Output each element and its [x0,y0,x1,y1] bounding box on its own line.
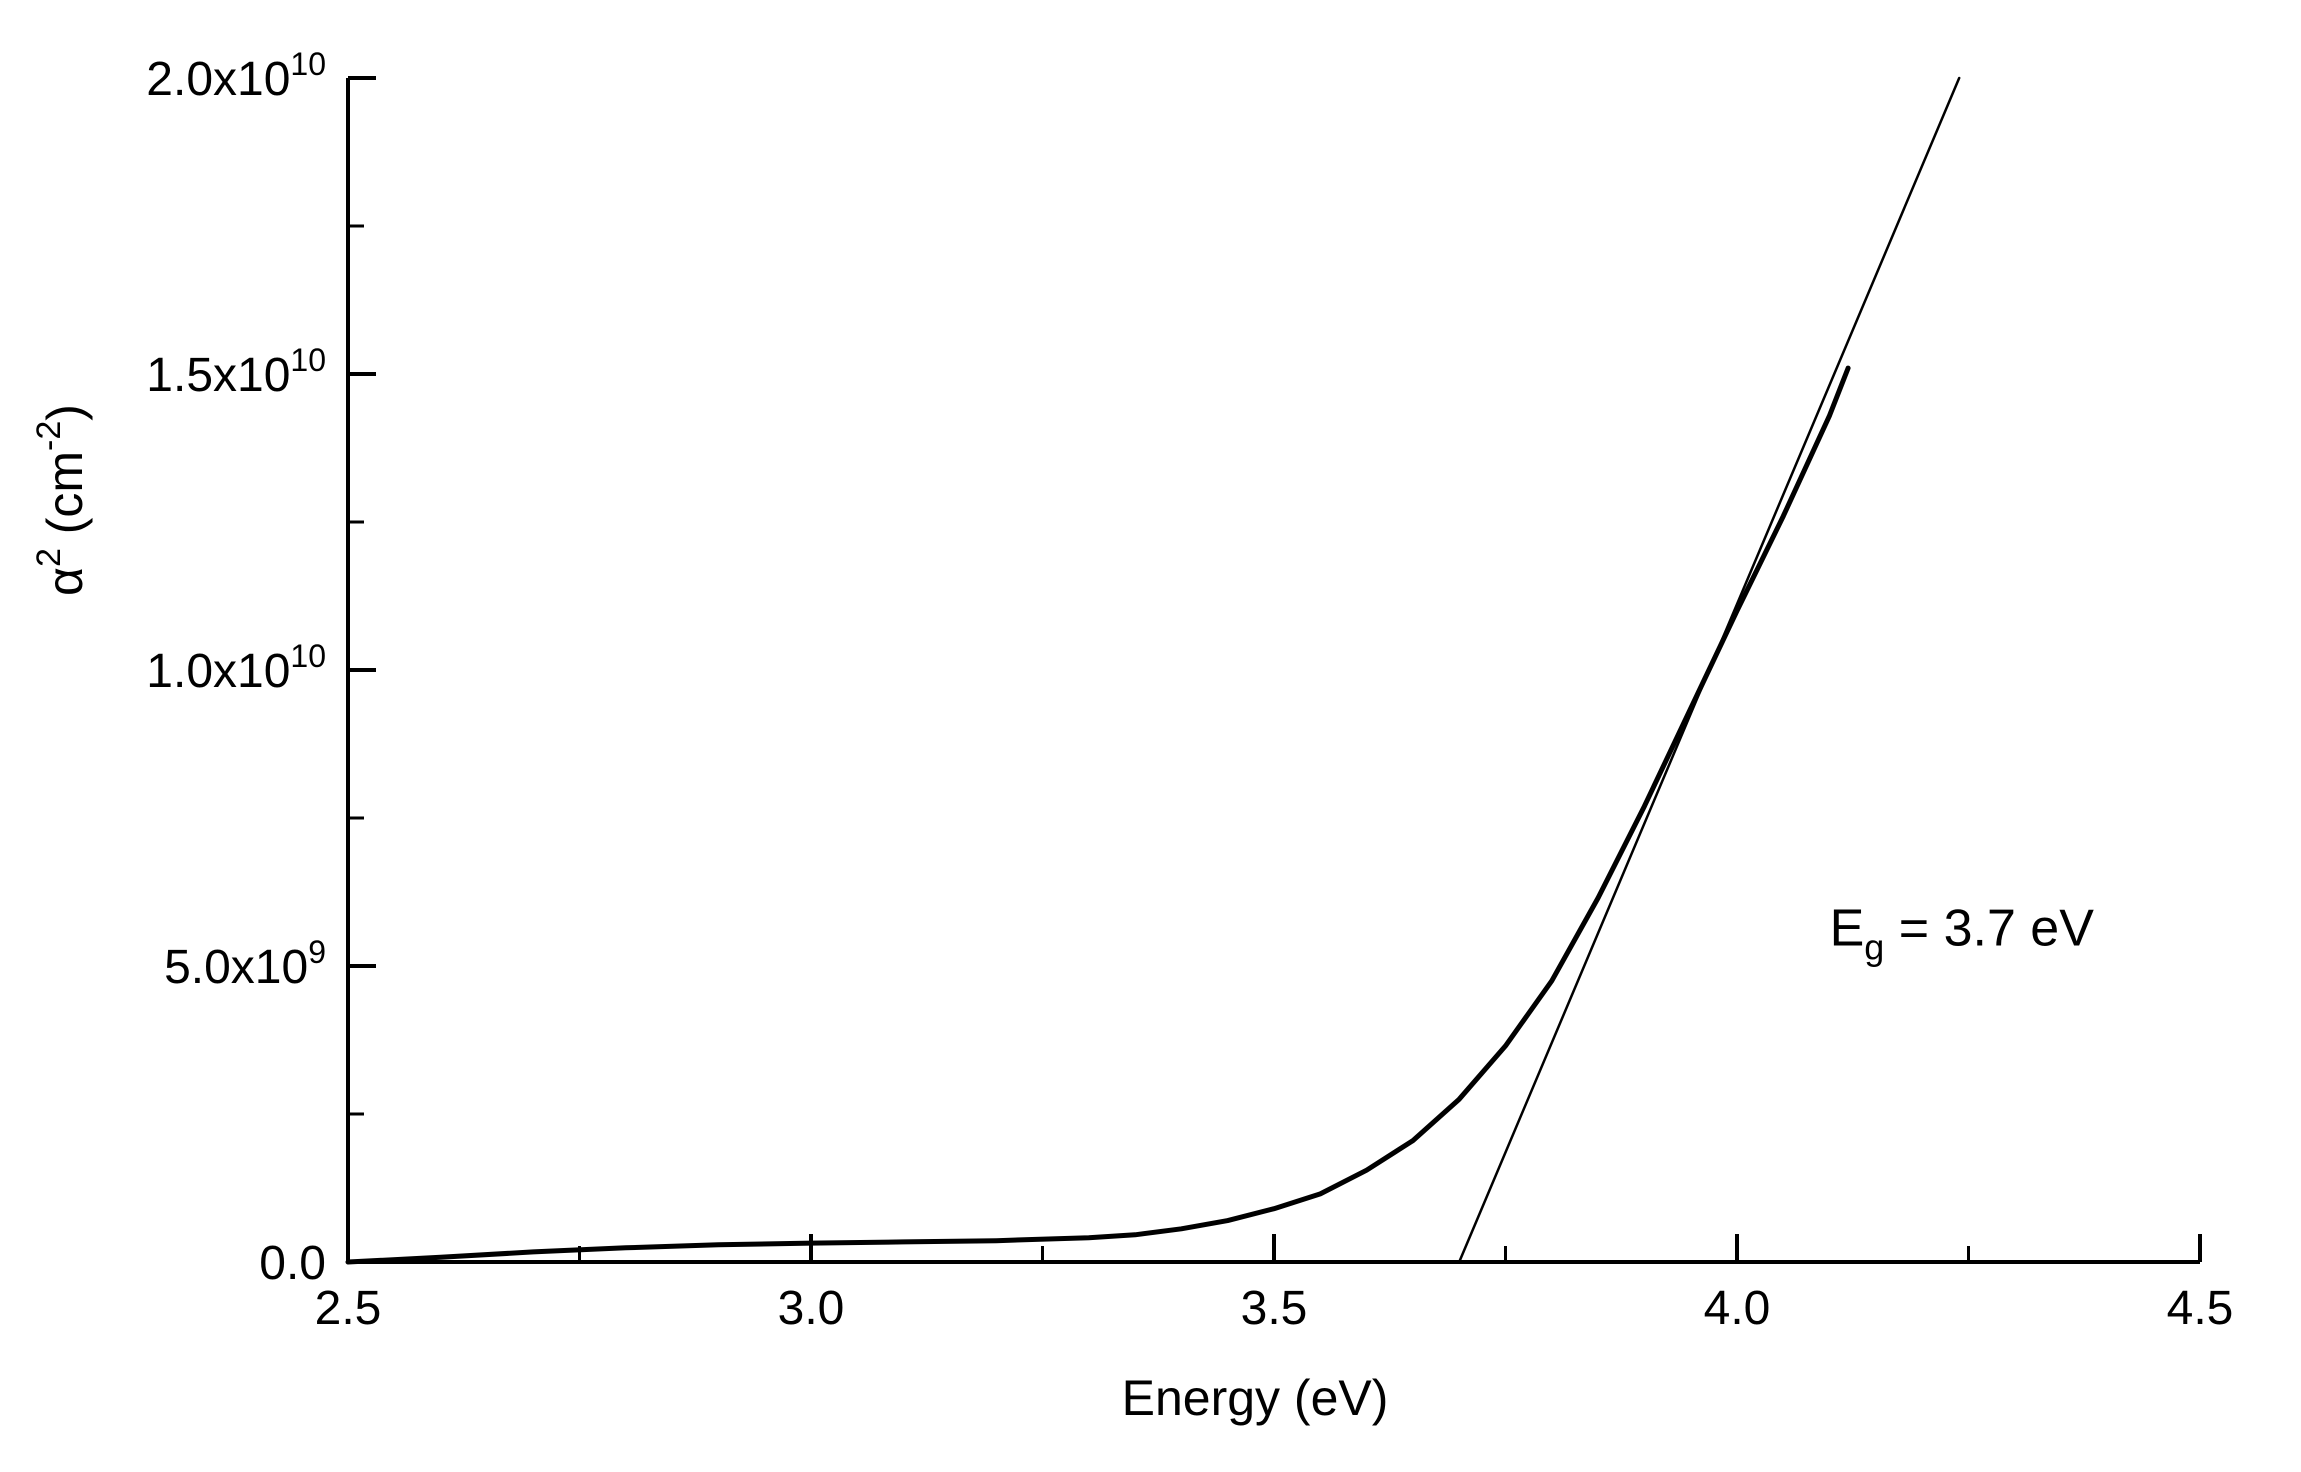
x-tick-label: 4.5 [2167,1282,2234,1335]
y-tick-label: 0.0 [259,1237,326,1290]
y-tick-exponent: 10 [290,342,326,378]
plot-series [345,76,1961,1265]
annotation-subscript: g [1864,926,1884,967]
y-tick-exponent: 9 [308,934,326,970]
y-tick-mantissa: 1.5x10 [146,349,290,402]
annotation-rest: = 3.7 eV [1884,899,2094,957]
x-tick-labels: 2.5 3.0 3.5 4.0 4.5 [315,1282,2234,1335]
y-tick-exponent: 10 [290,46,326,82]
y-tick-mantissa: 0.0 [259,1237,326,1290]
y-tick-mantissa: 1.0x10 [146,645,290,698]
y-tick-mantissa: 2.0x10 [146,53,290,106]
x-tick-label: 4.0 [1704,1282,1771,1335]
y-tick-label: 1.0x1010 [146,638,326,698]
y-tick-mantissa: 5.0x10 [164,941,308,994]
annotation-main: E [1830,899,1865,957]
absorption-curve [345,365,1851,1265]
y-axis-title-unit-exp: -2 [30,421,68,451]
y-axis-title-symbol: α [37,567,93,596]
y-axis-title-unit-close: ) [37,404,93,421]
x-axis-title: Energy (eV) [1122,1370,1389,1426]
linear-fit-line [1457,76,1961,1264]
y-tick-label: 2.0x1010 [146,46,326,106]
x-tick-label: 2.5 [315,1282,382,1335]
y-tick-label: 5.0x109 [164,934,326,994]
y-ticks [348,76,376,1264]
y-tick-label: 1.5x1010 [146,342,326,402]
x-ticks [346,1234,2202,1262]
y-axis-title-unit: (cm [37,451,93,548]
y-axis-title-exp: 2 [30,548,68,567]
y-tick-exponent: 10 [290,638,326,674]
bandgap-annotation: Eg = 3.7 eV [1830,899,2095,967]
x-tick-label: 3.0 [778,1282,845,1335]
axes [346,78,2200,1264]
x-tick-label: 3.5 [1241,1282,1308,1335]
y-axis-title: α2 (cm-2) [30,404,93,596]
